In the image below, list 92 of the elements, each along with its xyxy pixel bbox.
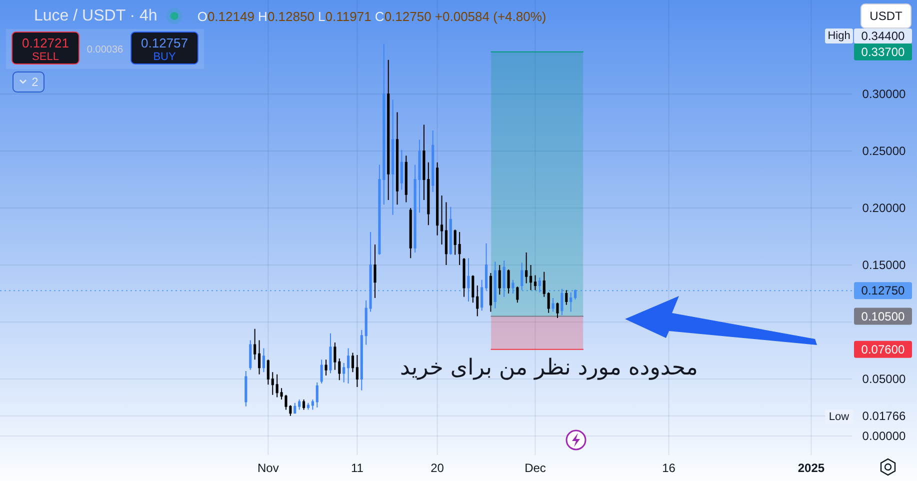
- candlestick: [316, 382, 318, 408]
- y-tick-label: 0.20000: [862, 201, 906, 216]
- candlestick: [565, 290, 568, 306]
- candlestick: [324, 359, 328, 376]
- x-tick-label: 20: [430, 461, 444, 475]
- candlestick: [467, 258, 470, 302]
- x-tick-label: 2025: [798, 461, 825, 475]
- candlestick: [400, 149, 403, 190]
- y-tick-label: 0.10500: [861, 309, 906, 324]
- candlestick: [334, 342, 336, 370]
- x-tick-label: 11: [350, 461, 364, 475]
- x-tick-label: 16: [662, 461, 676, 475]
- candlestick: [480, 279, 484, 312]
- candlestick: [560, 288, 564, 316]
- candlestick: [494, 261, 496, 309]
- annotation: 2: [32, 75, 39, 89]
- candlestick: [512, 279, 514, 294]
- price-tag: 0.07600: [854, 340, 912, 358]
- candlestick: [306, 402, 310, 410]
- candlestick: [254, 328, 256, 360]
- candlestick: [525, 252, 528, 284]
- candlestick: [484, 242, 488, 291]
- text: USDT: [870, 9, 903, 23]
- candlestick: [458, 231, 461, 266]
- candlestick: [342, 362, 346, 383]
- candlestick: [404, 155, 408, 203]
- candlestick: [440, 194, 444, 245]
- annotation: SELL: [32, 51, 59, 63]
- annotation: BUY: [153, 51, 176, 63]
- price-tag: 0.12750: [854, 282, 912, 300]
- y-tick-label: 0.25000: [862, 144, 906, 158]
- candlestick: [498, 264, 501, 296]
- candlestick: [556, 302, 559, 318]
- candlestick: [369, 231, 372, 312]
- candlestick: [507, 269, 510, 294]
- candlestick: [302, 398, 306, 410]
- candlestick: [364, 300, 368, 346]
- candlestick: [422, 124, 426, 201]
- candlestick: [382, 43, 386, 206]
- candlestick: [356, 354, 358, 388]
- ref-line-label: 0.12750: [861, 284, 906, 298]
- candlestick: [320, 359, 323, 384]
- y-tick-label: 0.00000: [862, 428, 906, 443]
- y-tick-label: 0.15000: [862, 258, 906, 272]
- candlestick: [311, 398, 314, 410]
- annotation: 0.00036: [86, 44, 124, 56]
- annotation: محدوده مورد نظر من برای خرید: [400, 356, 698, 380]
- candlestick: [298, 398, 301, 410]
- candlestick: [432, 130, 434, 193]
- annotation: High: [828, 30, 850, 42]
- candlestick: [538, 277, 541, 293]
- annotation: 0.12721: [22, 36, 69, 50]
- candlestick: [338, 358, 341, 381]
- candlestick: [534, 274, 537, 291]
- price-tag: 0.33700: [854, 43, 912, 60]
- candlestick: [392, 99, 394, 216]
- candlestick: [396, 112, 399, 206]
- title: Luce / USDT · 4h: [34, 8, 158, 24]
- candlestick: [570, 292, 572, 312]
- candlestick: [462, 258, 466, 298]
- y-tick-label: 0.30000: [862, 87, 906, 102]
- annotation: 0.12757: [141, 36, 188, 50]
- y-tick-label: 0.07600: [861, 342, 906, 356]
- candlestick: [294, 402, 296, 414]
- text: 0.34400: [861, 29, 906, 43]
- candlestick: [476, 285, 479, 317]
- candlestick: [444, 202, 448, 266]
- candlestick: [542, 271, 546, 298]
- candlestick: [351, 352, 354, 373]
- x-tick-label: Dec: [524, 461, 546, 475]
- candlestick: [552, 298, 554, 312]
- candlestick: [271, 372, 274, 396]
- candlestick: [427, 162, 430, 226]
- candlestick: [454, 229, 456, 256]
- y-tick-label: 0.01766: [862, 408, 906, 423]
- y-tick-label: 0.33700: [861, 44, 906, 59]
- candlestick: [258, 340, 261, 375]
- candlestick: [262, 348, 265, 373]
- candlestick: [374, 244, 376, 299]
- annotation: Low: [828, 411, 850, 423]
- subtitle: O0.12149 H0.12850 L0.11971 C0.12750 +0.00584 (+4.80%): [197, 8, 546, 24]
- candlestick: [387, 59, 390, 201]
- candlestick: [329, 332, 332, 374]
- candlestick: [347, 348, 350, 384]
- candlestick: [244, 370, 248, 407]
- x-tick-label: Nov: [258, 461, 279, 475]
- candlestick: [530, 264, 532, 291]
- candlestick: [520, 262, 524, 291]
- candlestick: [502, 260, 506, 298]
- price-tag: 0.10500: [854, 308, 912, 325]
- candlestick: [574, 289, 577, 300]
- y-tick-label: 0.05000: [862, 372, 906, 386]
